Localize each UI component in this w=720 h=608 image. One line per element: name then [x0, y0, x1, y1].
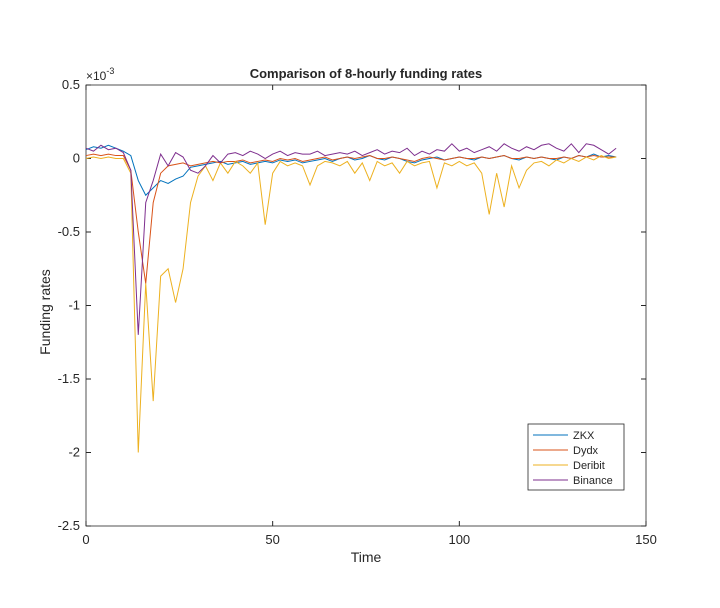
legend-label: Deribit — [573, 460, 605, 472]
x-tick-label: 0 — [82, 532, 89, 547]
legend-label: Binance — [573, 475, 613, 487]
y-tick-label: 0.5 — [62, 77, 80, 92]
y-tick-label: -2 — [68, 445, 80, 460]
chart-title: Comparison of 8-hourly funding rates — [250, 66, 483, 81]
y-tick-label: 0 — [73, 151, 80, 166]
y-exponent-base: ×10 — [86, 69, 107, 83]
x-axis-label: Time — [351, 549, 382, 565]
series-line — [85, 153, 617, 284]
x-tick-label: 100 — [448, 532, 470, 547]
series-line — [85, 143, 617, 335]
y-tick-label: -0.5 — [58, 224, 80, 239]
y-exponent: ×10-3 — [86, 66, 114, 83]
x-tick-label: 50 — [265, 532, 279, 547]
y-tick-label: -1 — [68, 298, 80, 313]
y-tick-label: -1.5 — [58, 371, 80, 386]
legend-label: ZKX — [573, 430, 595, 442]
series-line — [85, 155, 617, 453]
y-tick-label: -2.5 — [58, 518, 80, 533]
y-exponent-power: -3 — [106, 66, 114, 76]
x-tick-label: 150 — [635, 532, 657, 547]
legend-label: Dydx — [573, 445, 599, 457]
y-axis-label: Funding rates — [37, 269, 53, 355]
